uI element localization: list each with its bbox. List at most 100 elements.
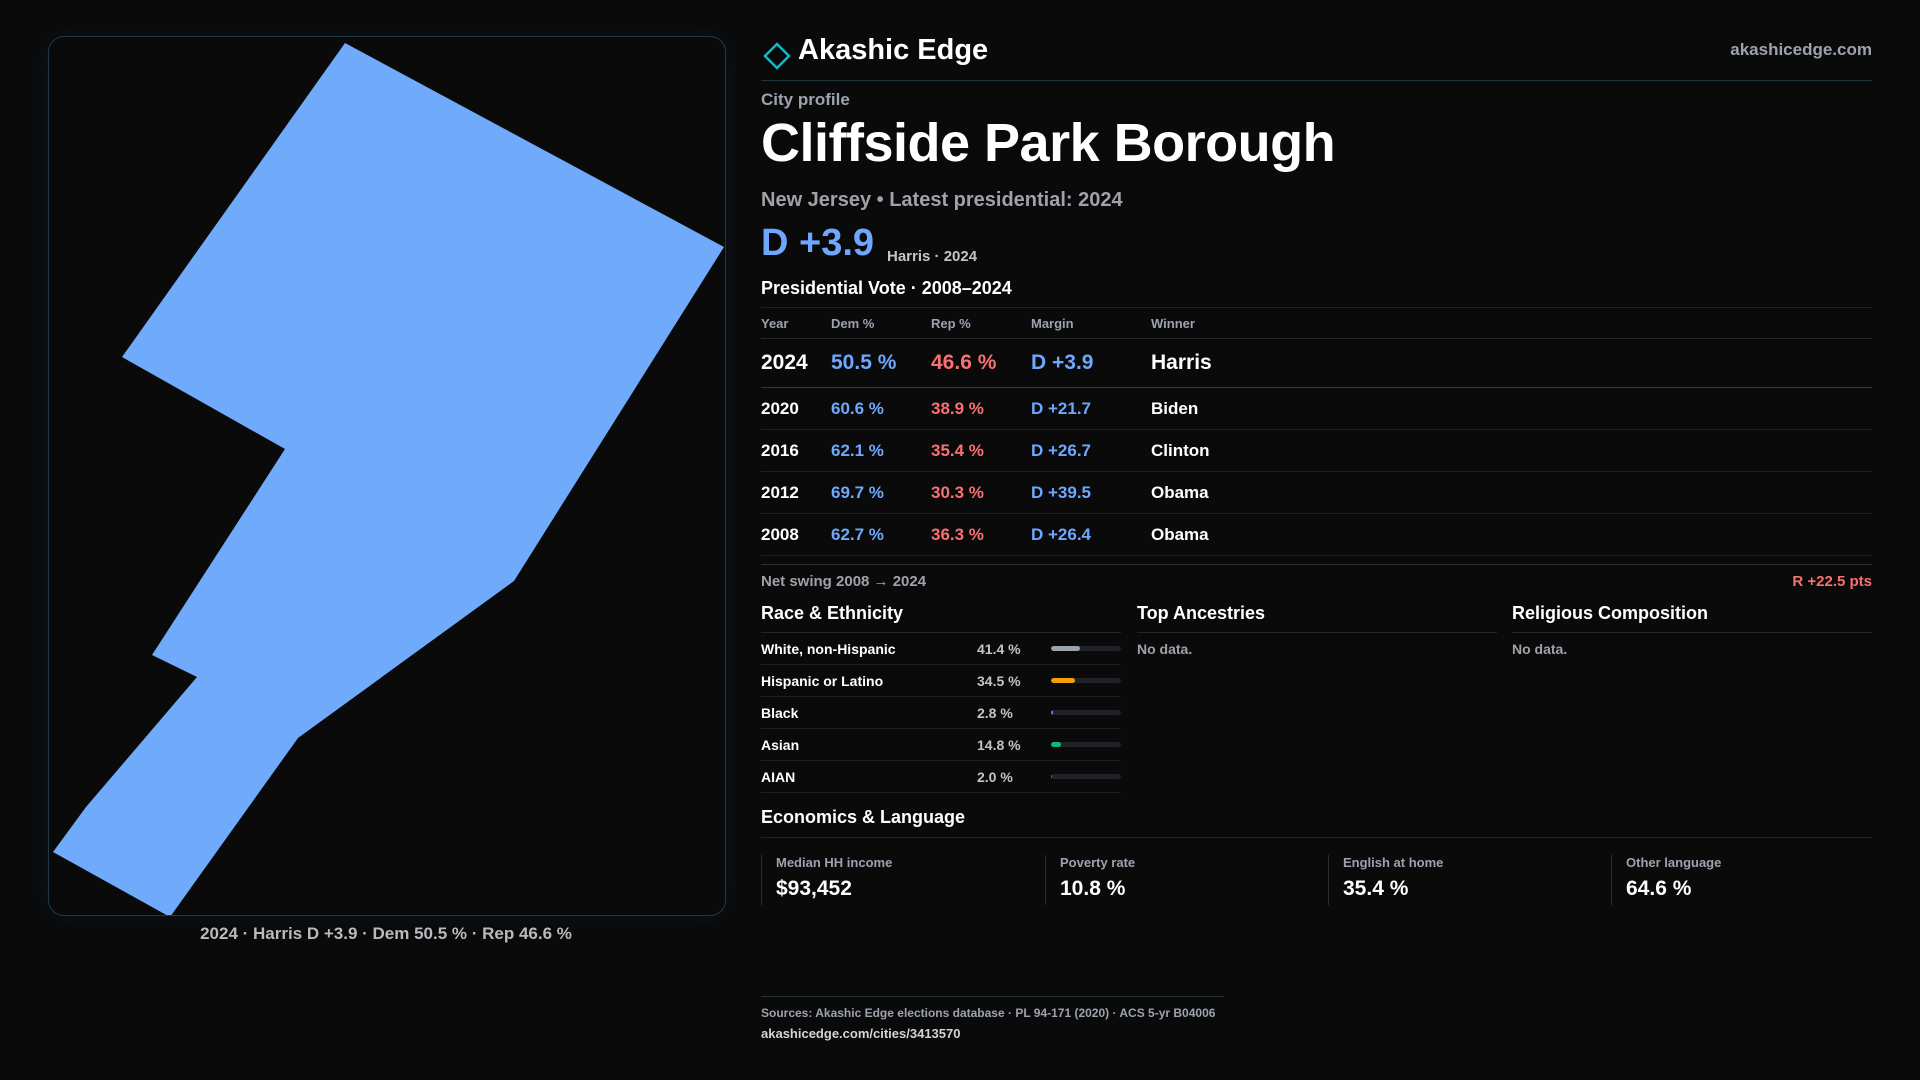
stat-label: Other language bbox=[1626, 855, 1722, 870]
religion-panel: No data. bbox=[1512, 632, 1872, 657]
race-bar-track bbox=[1051, 774, 1121, 779]
header-margin: Margin bbox=[1031, 316, 1074, 331]
ancestries-section-title: Top Ancestries bbox=[1137, 603, 1266, 623]
row-winner: Harris bbox=[1151, 351, 1212, 374]
stat-label: Median HH income bbox=[776, 855, 893, 870]
stat-label: Poverty rate bbox=[1060, 855, 1136, 870]
race-bar-fill bbox=[1051, 678, 1076, 683]
stat-median-income: Median HH income $93,452 bbox=[761, 855, 1032, 905]
row-year: 2016 bbox=[761, 441, 799, 460]
row-winner: Biden bbox=[1151, 399, 1199, 418]
race-label: White, non-Hispanic bbox=[761, 641, 896, 657]
stat-poverty-rate: Poverty rate 10.8 % bbox=[1045, 855, 1316, 905]
header-winner: Winner bbox=[1151, 316, 1195, 331]
table-row: 2012 69.7 % 30.3 % D +39.5 Obama bbox=[761, 472, 1872, 514]
race-label: Hispanic or Latino bbox=[761, 673, 884, 689]
row-rep: 30.3 % bbox=[931, 483, 984, 502]
row-dem: 50.5 % bbox=[831, 351, 897, 374]
footer-divider bbox=[761, 996, 1224, 997]
row-dem: 69.7 % bbox=[831, 483, 884, 502]
footer-url-link[interactable]: akashicedge.com/cities/3413570 bbox=[761, 1026, 961, 1041]
page-subtitle: New Jersey • Latest presidential: 2024 bbox=[761, 189, 1123, 211]
row-dem: 62.1 % bbox=[831, 441, 884, 460]
row-year: 2024 bbox=[761, 351, 808, 374]
table-row: 2016 62.1 % 35.4 % D +26.7 Clinton bbox=[761, 430, 1872, 472]
row-margin: D +21.7 bbox=[1031, 399, 1092, 418]
race-row: Asian 14.8 % bbox=[761, 729, 1121, 761]
race-row: Hispanic or Latino 34.5 % bbox=[761, 665, 1121, 697]
header-rep: Rep % bbox=[931, 316, 971, 331]
table-row: 2024 50.5 % 46.6 % D +3.9 Harris bbox=[761, 339, 1872, 388]
stat-value: $93,452 bbox=[776, 877, 852, 900]
religion-section-title: Religious Composition bbox=[1512, 603, 1708, 623]
row-winner: Clinton bbox=[1151, 441, 1210, 460]
race-section-title: Race & Ethnicity bbox=[761, 603, 904, 623]
row-margin: D +39.5 bbox=[1031, 483, 1092, 502]
economics-section-title: Economics & Language bbox=[761, 807, 966, 827]
header-dem: Dem % bbox=[831, 316, 875, 331]
race-row: Black 2.8 % bbox=[761, 697, 1121, 729]
table-row: 2008 62.7 % 36.3 % D +26.4 Obama bbox=[761, 514, 1872, 556]
row-winner: Obama bbox=[1151, 525, 1209, 544]
net-swing-value: R +22.5 pts bbox=[1792, 573, 1872, 590]
row-dem: 62.7 % bbox=[831, 525, 884, 544]
table-row: 2020 60.6 % 38.9 % D +21.7 Biden bbox=[761, 388, 1872, 430]
stat-value: 10.8 % bbox=[1060, 877, 1126, 900]
religion-empty: No data. bbox=[1512, 641, 1568, 657]
stat-english-at-home: English at home 35.4 % bbox=[1328, 855, 1599, 905]
map-caption: 2024 · Harris D +3.9 · Dem 50.5 % · Rep … bbox=[200, 924, 572, 943]
row-rep: 46.6 % bbox=[931, 351, 997, 374]
race-bar-fill bbox=[1051, 774, 1053, 779]
profile-panel: Akashic Edge akashicedge.com City profil… bbox=[761, 0, 1872, 1080]
row-year: 2020 bbox=[761, 399, 799, 418]
header-year: Year bbox=[761, 316, 789, 331]
race-pct: 41.4 % bbox=[977, 641, 1021, 657]
stat-value: 64.6 % bbox=[1626, 877, 1692, 900]
page-title: Cliffside Park Borough bbox=[761, 113, 1336, 173]
row-dem: 60.6 % bbox=[831, 399, 884, 418]
race-bar-track bbox=[1051, 646, 1121, 651]
row-year: 2008 bbox=[761, 525, 799, 544]
race-pct: 2.8 % bbox=[977, 705, 1013, 721]
row-rep: 35.4 % bbox=[931, 441, 984, 460]
map-panel bbox=[48, 36, 726, 916]
ancestries-panel: No data. bbox=[1137, 632, 1497, 657]
stat-value: 35.4 % bbox=[1343, 877, 1409, 900]
city-boundary-map bbox=[53, 43, 724, 915]
race-row: White, non-Hispanic 41.4 % bbox=[761, 633, 1121, 665]
brand-url-link[interactable]: akashicedge.com bbox=[1730, 40, 1872, 59]
net-swing-label: Net swing 2008 → 2024 bbox=[761, 573, 927, 590]
diamond-icon bbox=[763, 42, 791, 70]
vote-table: Year Dem % Rep % Margin Winner 2024 50.5… bbox=[761, 307, 1872, 556]
economics-divider bbox=[761, 837, 1872, 838]
city-boundary-shape[interactable] bbox=[53, 43, 724, 915]
row-margin: D +3.9 bbox=[1031, 351, 1094, 374]
race-bar-track bbox=[1051, 742, 1121, 747]
page-eyebrow: City profile bbox=[761, 90, 850, 109]
race-pct: 2.0 % bbox=[977, 769, 1013, 785]
race-bar-track bbox=[1051, 710, 1121, 715]
race-bar-fill bbox=[1051, 710, 1053, 715]
latest-margin: D +3.9 bbox=[761, 222, 875, 264]
race-bar-fill bbox=[1051, 646, 1080, 651]
race-row: AIAN 2.0 % bbox=[761, 761, 1121, 793]
brand-name: Akashic Edge bbox=[798, 34, 989, 66]
row-rep: 36.3 % bbox=[931, 525, 984, 544]
brand-header: Akashic Edge akashicedge.com bbox=[761, 34, 1872, 81]
race-label: Asian bbox=[761, 737, 800, 753]
stat-label: English at home bbox=[1343, 855, 1444, 870]
ancestries-empty: No data. bbox=[1137, 641, 1193, 657]
latest-margin-note: Harris · 2024 bbox=[887, 248, 978, 265]
race-bar-fill bbox=[1051, 742, 1062, 747]
race-pct: 34.5 % bbox=[977, 673, 1021, 689]
row-rep: 38.9 % bbox=[931, 399, 984, 418]
race-table: White, non-Hispanic 41.4 % Hispanic or L… bbox=[761, 632, 1121, 793]
row-year: 2012 bbox=[761, 483, 799, 502]
row-margin: D +26.7 bbox=[1031, 441, 1092, 460]
footer-sources: Sources: Akashic Edge elections database… bbox=[761, 1006, 1216, 1020]
row-margin: D +26.4 bbox=[1031, 525, 1092, 544]
race-label: Black bbox=[761, 705, 799, 721]
race-label: AIAN bbox=[761, 769, 796, 785]
vote-section-title: Presidential Vote · 2008–2024 bbox=[761, 278, 1012, 298]
net-swing-row: Net swing 2008 → 2024 R +22.5 pts bbox=[761, 564, 1872, 590]
